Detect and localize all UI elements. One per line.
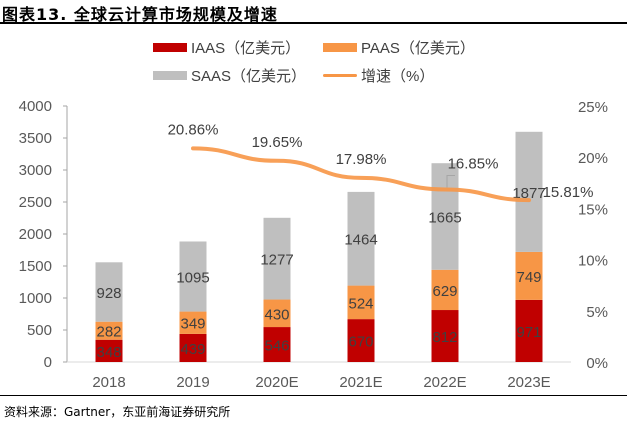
- y-left-tick-label: 2500: [19, 194, 52, 211]
- bar-value-label: 1877: [512, 185, 545, 202]
- bar-value-label: 349: [180, 316, 205, 333]
- x-tick-label: 2019: [176, 374, 209, 391]
- bar-value-label: 524: [348, 295, 373, 312]
- bar-paas: [179, 311, 207, 334]
- y-right-tick-label: 15%: [578, 201, 608, 218]
- bar-paas: [95, 321, 123, 340]
- y-left-tick-label: 3500: [19, 130, 52, 147]
- bar-iaas: [95, 339, 123, 362]
- bar-paas: [515, 251, 543, 300]
- growth-value-label: 20.86%: [168, 121, 219, 138]
- growth-value-label: 17.98%: [336, 151, 387, 168]
- legend-item-iaas: IAAS（亿美元）: [153, 37, 300, 58]
- y-right-tick-label: 10%: [578, 253, 608, 270]
- bar-paas: [263, 299, 291, 328]
- label-leader-line: [446, 174, 455, 188]
- bar-value-label: 439: [180, 341, 205, 358]
- y-left-tick-label: 0: [44, 354, 52, 371]
- bar-value-label: 348: [96, 344, 121, 361]
- bar-paas: [347, 285, 375, 320]
- y-right-tick-label: 5%: [586, 304, 608, 321]
- bar-value-label: 1464: [344, 232, 377, 249]
- legend-label-iaas: IAAS（亿美元）: [191, 40, 301, 57]
- bar-value-label: 1277: [260, 252, 293, 269]
- legend-label-paas: PAAS（亿美元）: [361, 40, 475, 57]
- bar-value-label: 971: [516, 324, 541, 341]
- bar-value-label: 928: [96, 285, 121, 302]
- bar-saas: [263, 217, 291, 300]
- bar-value-label: 282: [96, 324, 121, 341]
- bar-saas: [347, 191, 375, 286]
- legend-item-growth: 增速（%）: [323, 65, 434, 86]
- y-left-tick-label: 2000: [19, 226, 52, 243]
- bar-value-label: 749: [516, 269, 541, 286]
- footer-rule: [0, 395, 627, 396]
- x-tick-label: 2022E: [423, 374, 466, 391]
- bar-value-label: 1665: [428, 209, 461, 226]
- x-tick-label: 2021E: [339, 374, 382, 391]
- bar-iaas: [515, 299, 543, 362]
- y-right-tick-label: 25%: [578, 99, 608, 116]
- title-rule: [0, 22, 627, 24]
- bar-saas: [95, 262, 123, 322]
- x-tick-label: 2020E: [255, 374, 298, 391]
- legend-swatch-iaas: [153, 43, 187, 52]
- legend-label-growth: 增速（%）: [361, 68, 435, 85]
- source-note: 资料来源：Gartner，东亚前海证券研究所: [4, 405, 231, 419]
- bar-value-label: 1095: [176, 270, 209, 287]
- legend-item-paas: PAAS（亿美元）: [323, 37, 475, 58]
- y-left-tick-label: 500: [27, 322, 52, 339]
- legend-swatch-paas: [323, 43, 357, 52]
- bar-iaas: [431, 310, 459, 362]
- bar-saas: [515, 131, 543, 252]
- bar-saas: [179, 241, 207, 312]
- growth-value-label: 19.65%: [252, 134, 303, 151]
- x-tick-label: 2023E: [507, 374, 550, 391]
- legend-swatch-saas: [153, 71, 187, 80]
- y-right-tick-label: 20%: [578, 150, 608, 167]
- legend-swatch-growth: [323, 74, 357, 77]
- legend-item-saas: SAAS（亿美元）: [153, 65, 306, 86]
- y-left-tick-label: 4000: [19, 98, 52, 115]
- y-left-tick-label: 3000: [19, 162, 52, 179]
- bar-value-label: 546: [264, 338, 289, 355]
- y-left-tick-label: 1000: [19, 290, 52, 307]
- bar-value-label: 629: [432, 283, 457, 300]
- bar-paas: [431, 269, 459, 311]
- figure-title: 图表13. 全球云计算市场规模及增速: [2, 5, 278, 24]
- bar-iaas: [347, 319, 375, 362]
- bar-value-label: 812: [432, 329, 457, 346]
- bar-value-label: 670: [348, 334, 373, 351]
- legend-label-saas: SAAS（亿美元）: [191, 68, 307, 85]
- bar-iaas: [263, 327, 291, 362]
- growth-value-label: 15.81%: [543, 184, 594, 201]
- x-tick-label: 2018: [92, 374, 125, 391]
- bar-iaas: [179, 333, 207, 362]
- bar-saas: [431, 163, 459, 270]
- y-left-tick-label: 1500: [19, 258, 52, 275]
- growth-value-label: 16.85%: [448, 155, 499, 172]
- bar-value-label: 430: [264, 306, 289, 323]
- y-right-tick-label: 0%: [586, 355, 608, 372]
